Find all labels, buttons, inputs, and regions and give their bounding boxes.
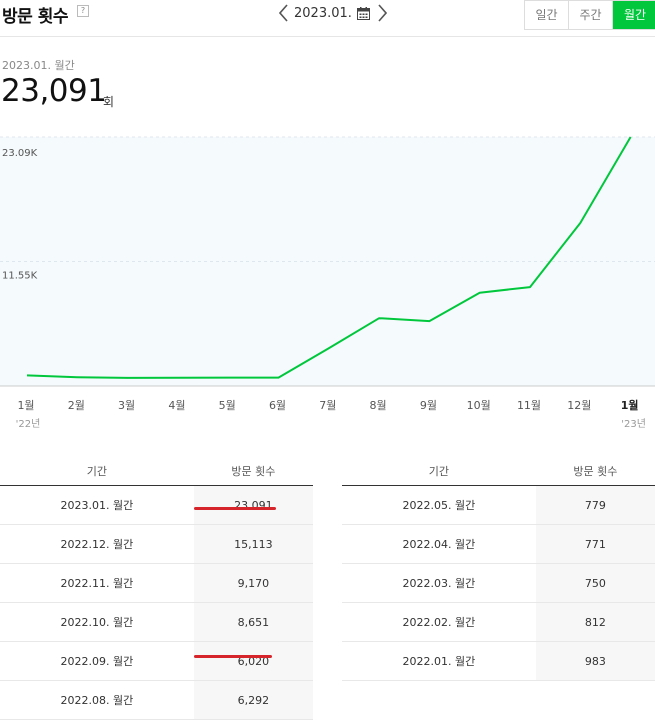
- visits-cell: 771: [535, 524, 655, 564]
- prev-date-button[interactable]: [276, 3, 290, 23]
- period-monthly-button[interactable]: 월간: [613, 1, 655, 29]
- x-tick-label: 2월: [68, 399, 85, 412]
- year-label: '23년: [621, 418, 646, 430]
- date-navigator: 2023.01.: [276, 2, 390, 24]
- visits-cell: 15,113: [193, 524, 313, 564]
- highlight-underline: [194, 655, 272, 658]
- period-cell: 2022.08. 월간: [0, 680, 194, 720]
- period-cell: 2022.10. 월간: [0, 602, 194, 642]
- summary-value: 23,091: [1, 73, 107, 109]
- period-cell: 2022.03. 월간: [342, 563, 536, 603]
- visits-cell: 750: [535, 563, 655, 603]
- table-row: 2022.10. 월간 8,651: [0, 602, 313, 642]
- highlight-underline: [194, 507, 276, 510]
- chevron-right-icon: [378, 4, 388, 22]
- period-toggle: 일간 주간 월간: [524, 0, 655, 30]
- table-row: 2022.09. 월간 6,020: [0, 641, 313, 681]
- column-header-visits: 방문 횟수: [193, 457, 313, 486]
- visits-cell: 6,292: [193, 680, 313, 720]
- x-tick-label: 6월: [269, 399, 286, 412]
- y-tick-label: 23.09K: [2, 148, 38, 159]
- period-weekly-button[interactable]: 주간: [569, 1, 613, 29]
- x-tick-label: 8월: [370, 399, 387, 412]
- year-label: '22년: [16, 418, 41, 430]
- visits-cell: 779: [535, 485, 655, 525]
- table-row: 2022.03. 월간 750: [342, 563, 655, 603]
- period-cell: 2022.04. 월간: [342, 524, 536, 564]
- x-tick-label: 1월: [17, 399, 34, 412]
- visits-chart: 23.09K 11.55K 1월 2월 3월 4월 5월 6월 7월 8월 9월 10월 11월 12월 1…: [0, 136, 655, 430]
- x-tick-label: 11월: [517, 399, 541, 412]
- x-tick-label: 9월: [420, 399, 437, 412]
- current-date: 2023.01.: [294, 5, 352, 21]
- table-row: 2022.11. 월간 9,170: [0, 563, 313, 603]
- visits-cell: 8,651: [193, 602, 313, 642]
- period-cell: 2022.12. 월간: [0, 524, 194, 564]
- visits-cell: 983: [535, 641, 655, 681]
- table-row: 2022.08. 월간 6,292: [0, 680, 313, 720]
- y-tick-label: 11.55K: [2, 271, 38, 282]
- visits-table-left: 기간 방문 횟수 2023.01. 월간 23,091 2022.12. 월간 15…: [0, 457, 313, 720]
- column-header-period: 기간: [0, 457, 194, 486]
- x-tick-label: 1월: [621, 398, 639, 412]
- visits-cell: 9,170: [193, 563, 313, 603]
- period-cell: 2022.01. 월간: [342, 641, 536, 681]
- visits-table-right: 기간 방문 횟수 2022.05. 월간 779 2022.04. 월간 771 2…: [342, 457, 655, 681]
- column-header-visits: 방문 횟수: [535, 457, 655, 486]
- period-cell: 2022.02. 월간: [342, 602, 536, 642]
- table-row: 2022.05. 월간 779: [342, 485, 655, 525]
- table-row: 2022.04. 월간 771: [342, 524, 655, 564]
- period-cell: 2022.09. 월간: [0, 641, 194, 681]
- period-daily-button[interactable]: 일간: [525, 1, 569, 29]
- x-tick-label: 7월: [319, 399, 336, 412]
- help-icon[interactable]: ?: [77, 5, 89, 17]
- x-tick-label: 5월: [219, 399, 236, 412]
- period-cell: 2022.11. 월간: [0, 563, 194, 603]
- table-row: 2022.12. 월간 15,113: [0, 524, 313, 564]
- table-row: 2022.01. 월간 983: [342, 641, 655, 681]
- x-tick-label: 10월: [467, 399, 491, 412]
- chevron-left-icon: [278, 4, 288, 22]
- visits-cell: 812: [535, 602, 655, 642]
- header-divider: [0, 36, 655, 37]
- column-header-period: 기간: [342, 457, 536, 486]
- summary-period-label: 2023.01. 월간: [2, 59, 75, 72]
- next-date-button[interactable]: [376, 3, 390, 23]
- page-title: 방문 횟수: [2, 7, 68, 27]
- visits-cell: 23,091: [193, 485, 313, 525]
- x-tick-label: 12월: [567, 399, 591, 412]
- x-tick-label: 4월: [168, 399, 185, 412]
- period-cell: 2023.01. 월간: [0, 485, 194, 525]
- visits-cell: 6,020: [193, 641, 313, 681]
- series-line: [26, 136, 632, 379]
- period-cell: 2022.05. 월간: [342, 485, 536, 525]
- table-row: 2022.02. 월간 812: [342, 602, 655, 642]
- x-tick-label: 3월: [118, 399, 135, 412]
- table-row: 2023.01. 월간 23,091: [0, 485, 313, 525]
- calendar-icon[interactable]: [356, 6, 370, 20]
- summary-unit: 회: [103, 95, 115, 109]
